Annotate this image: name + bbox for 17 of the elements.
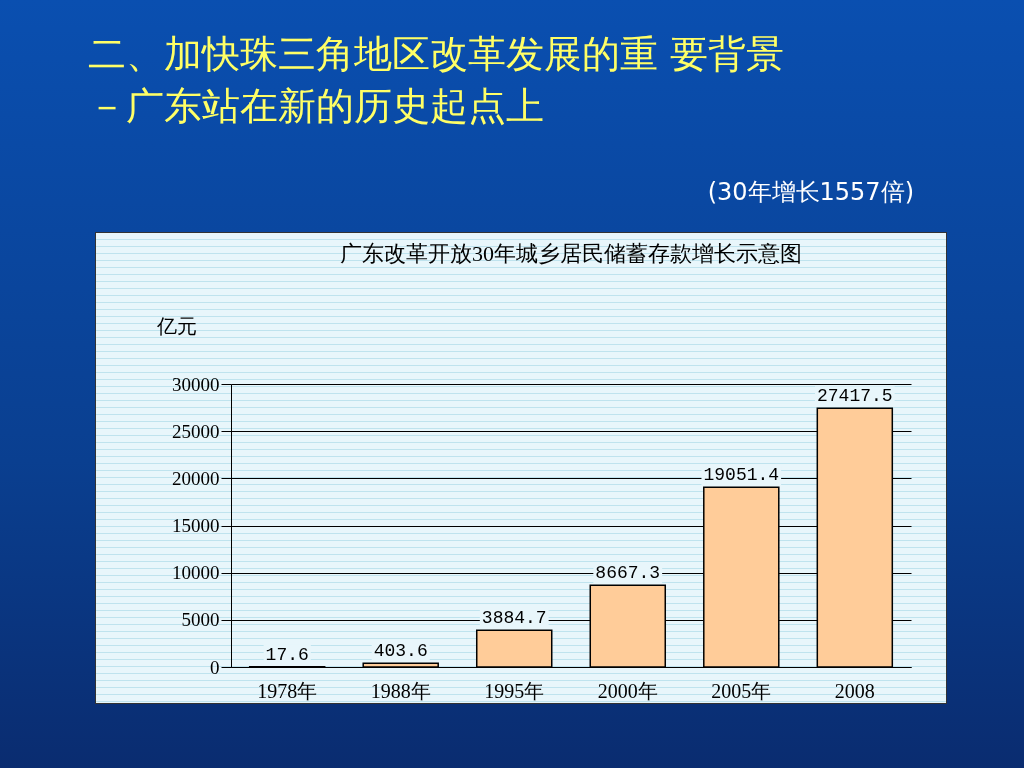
y-tick-label: 0	[210, 656, 220, 678]
x-tick-label: 1988年	[370, 679, 431, 702]
y-tick-label: 20000	[172, 467, 220, 489]
y-tick-label: 10000	[172, 562, 220, 584]
y-axis-title: 亿元	[155, 314, 197, 337]
x-tick-label: 2000年	[597, 679, 658, 702]
y-tick-label: 30000	[172, 373, 220, 395]
x-tick-label: 2008	[834, 679, 875, 702]
y-tick-label: 5000	[181, 609, 220, 631]
x-tick-label: 1978年	[257, 679, 318, 702]
chart-title: 二、加快珠三角地区改革发展的重 要背景－广东站在新的历史起点上	[88, 31, 786, 130]
x-tick-label: 1995年	[484, 679, 545, 702]
text: 广东改革开放30年城乡居民储蓄存款增长示意图	[340, 241, 802, 266]
x-tick-label: 2005年	[711, 679, 772, 702]
chart-subtitle: (30年增长1557倍)	[707, 177, 914, 208]
y-tick-label: 25000	[172, 420, 220, 442]
y-tick-label: 15000	[172, 515, 220, 536]
